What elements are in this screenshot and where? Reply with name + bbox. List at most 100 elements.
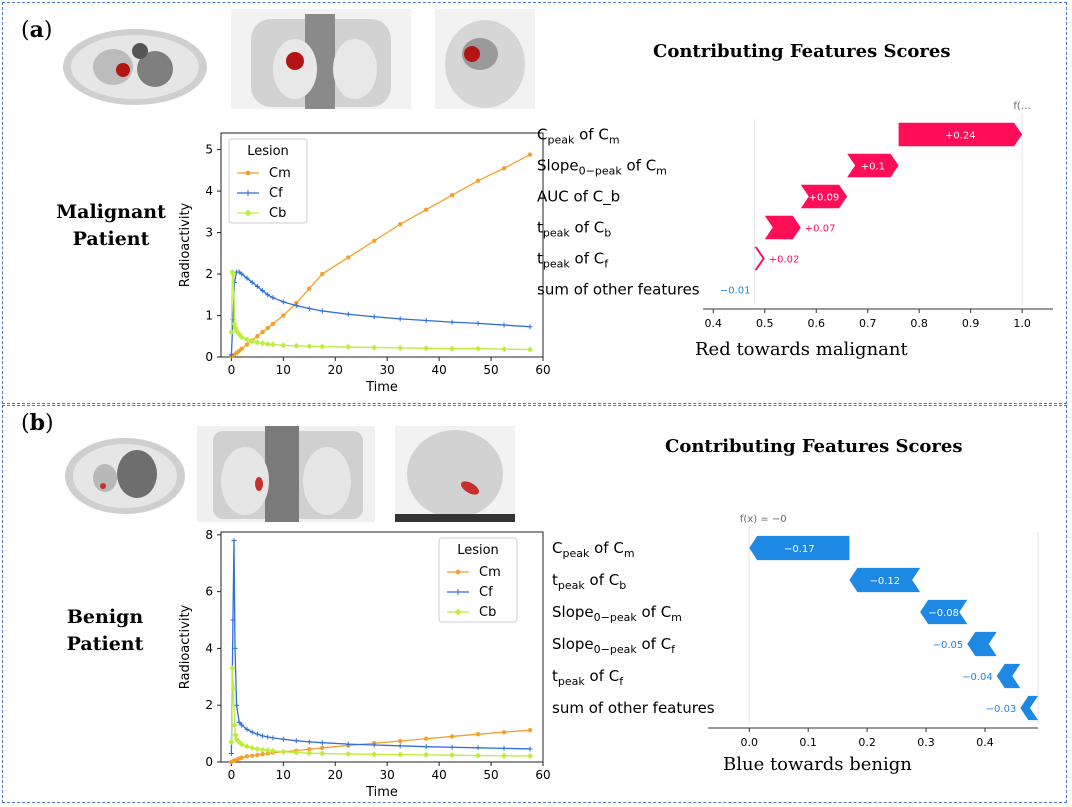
data-point [238, 334, 245, 341]
x-tick-label: 20 [328, 768, 343, 782]
legend-entry: Cf [479, 585, 493, 600]
contribution-bar [1020, 695, 1038, 721]
data-point [232, 645, 238, 651]
contribution-bar [754, 246, 765, 271]
bar-value-label: +0.1 [861, 162, 885, 173]
data-point [527, 324, 533, 330]
legend-entry: Cb [479, 605, 496, 620]
contribution-bar [749, 535, 850, 561]
y-tick-label: 8 [205, 528, 213, 542]
bar-value-label: −0.12 [869, 576, 900, 587]
feature-label: tpeak of Cb [537, 219, 611, 240]
x-tick-label: 0.9 [962, 317, 980, 330]
data-point [259, 340, 266, 347]
data-point [423, 345, 430, 352]
data-point [527, 746, 533, 752]
data-point [280, 342, 287, 349]
data-point [255, 334, 260, 339]
data-point [236, 739, 243, 746]
data-point [269, 341, 276, 348]
data-point [293, 749, 300, 756]
data-point [527, 753, 534, 760]
data-point [527, 346, 534, 353]
data-point [306, 739, 312, 745]
patient-label: Malignant Patient [56, 201, 166, 250]
data-point [371, 344, 378, 351]
scores-title: Contributing Features Scores [653, 41, 951, 62]
x-tick-label: 0.4 [705, 317, 723, 330]
data-point [371, 751, 378, 758]
data-point [269, 747, 276, 754]
data-point [231, 722, 238, 729]
data-point [238, 741, 245, 748]
data-point [306, 343, 313, 350]
x-tick-label: 0.1 [799, 736, 817, 749]
data-point [307, 286, 312, 291]
data-point [270, 735, 276, 741]
x-tick-label: 50 [483, 768, 498, 782]
bar-value-label: −0.03 [986, 704, 1017, 715]
data-point [319, 308, 325, 314]
data-point [423, 744, 429, 750]
feature-label: sum of other features [552, 699, 715, 717]
data-point [280, 299, 286, 305]
legend-marker [455, 589, 461, 595]
coronal-ct-image [231, 9, 411, 109]
data-point [270, 295, 276, 301]
data-point [254, 731, 260, 737]
data-point [230, 271, 237, 278]
x-tick-label: 0 [228, 363, 236, 377]
data-point [346, 255, 351, 260]
toward-label: Blue towards benign [723, 754, 912, 775]
bar-value-label: +0.09 [809, 193, 840, 204]
x-tick-label: 0.8 [910, 317, 928, 330]
data-point [260, 329, 265, 335]
x-tick-label: 60 [535, 768, 550, 782]
feature-label: Cpeak of Cm [537, 126, 620, 147]
data-point [475, 320, 481, 326]
x-tick-label: 0.3 [917, 736, 935, 749]
data-point [449, 744, 455, 750]
data-point [293, 738, 299, 744]
data-point [319, 343, 326, 350]
coronal-ct-image [197, 426, 375, 522]
data-point [345, 344, 352, 351]
data-point [233, 328, 240, 335]
feature-label: tpeak of Cf [552, 667, 624, 688]
x-tick-label: 30 [380, 768, 395, 782]
data-point [270, 321, 276, 327]
data-point [244, 342, 250, 347]
data-point [239, 722, 245, 728]
contribution-bar [847, 153, 899, 178]
x-axis-label: Time [365, 785, 398, 800]
contribution-bar [967, 631, 997, 657]
y-axis-label: Radioactivity [178, 604, 193, 689]
data-point [319, 740, 325, 746]
data-point [449, 193, 455, 198]
ct-images-row [63, 9, 535, 109]
y-tick-label: 4 [205, 641, 213, 655]
x-tick-label: 1.0 [1013, 317, 1031, 330]
ct-images-row [65, 426, 515, 522]
data-point [244, 754, 250, 759]
data-point [475, 178, 481, 183]
legend-entry: Cm [479, 565, 501, 580]
data-point [449, 734, 455, 739]
data-point [475, 752, 482, 759]
data-point [249, 729, 255, 735]
data-point [293, 303, 299, 309]
x-tick-label: 0.6 [807, 317, 825, 330]
x-tick-label: 0.2 [858, 736, 876, 749]
y-tick-label: 1 [205, 309, 213, 323]
legend-entry: Cf [269, 186, 283, 201]
data-point [264, 747, 271, 754]
y-tick-label: 6 [205, 585, 213, 599]
data-point [397, 738, 403, 744]
data-point [265, 734, 271, 740]
data-point [236, 719, 242, 725]
data-point [449, 345, 456, 352]
panel-a: (a) Malignant Patient 0 10 20 30 40 50 6 [2, 2, 1067, 404]
data-point [371, 742, 377, 748]
y-tick-label: 3 [205, 226, 213, 240]
data-point [423, 751, 430, 758]
